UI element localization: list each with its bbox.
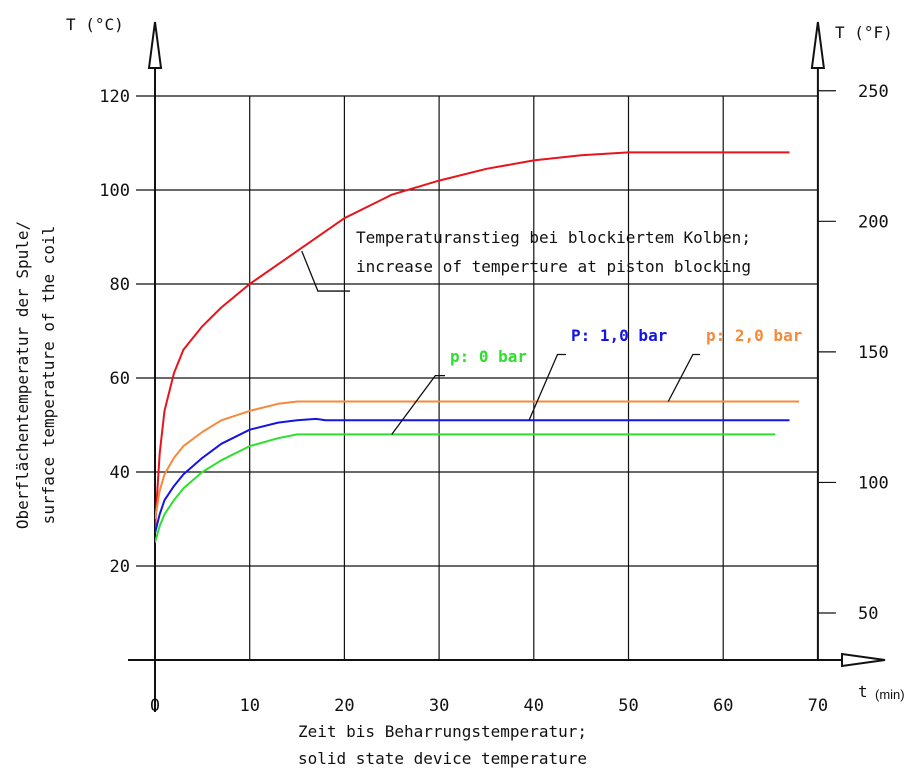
grid xyxy=(155,95,819,660)
right-axis-arrow xyxy=(810,21,826,69)
left-tick-label: 80 xyxy=(110,275,130,295)
axes xyxy=(128,21,886,712)
x-tick-label: 0 xyxy=(150,696,160,716)
series-line-2 xyxy=(155,417,790,534)
annotation-blue: P: 1,0 bar xyxy=(571,326,667,345)
series-line-3 xyxy=(155,433,776,543)
y-axis-label-line2: surface temperature of the coil xyxy=(39,226,58,525)
x-tick-label: 30 xyxy=(429,696,449,716)
leader-blue xyxy=(528,353,566,421)
annotation-orange: p: 2,0 bar xyxy=(706,326,802,345)
x-tick-label: 10 xyxy=(239,696,259,716)
x-tick-label: 50 xyxy=(618,696,638,716)
x-axis-symbol: t xyxy=(858,682,868,701)
right-tick-label: 50 xyxy=(858,604,878,624)
annotation-red-line1: Temperaturanstieg bei blockiertem Kolben… xyxy=(356,228,751,247)
annotation-red-line2: increase of temperture at piston blockin… xyxy=(356,257,751,276)
left-tick-label: 120 xyxy=(99,87,130,107)
right-tick-label: 250 xyxy=(858,82,889,102)
left-tick-label: 40 xyxy=(110,463,130,483)
x-tick-label: 70 xyxy=(808,696,828,716)
left-axis-arrow xyxy=(147,21,163,69)
annotation-green: p: 0 bar xyxy=(450,347,527,366)
left-axis-title: T (°C) xyxy=(66,15,124,34)
x-tick-label: 60 xyxy=(713,696,733,716)
left-tick-label: 100 xyxy=(99,181,130,201)
right-tick-label: 100 xyxy=(858,473,889,493)
leader-green xyxy=(391,374,445,435)
annotation-leaders xyxy=(301,250,700,435)
tick-labels: 20 40 60 80 100 120 50 100 150 200 250 0 10 20 30 40 50 6… xyxy=(99,82,888,716)
series-line-0 xyxy=(155,151,790,529)
y-axis-label-line1: Oberflächentemperatur der Spule/ xyxy=(13,221,32,529)
leader-orange xyxy=(667,353,700,402)
series-line-1 xyxy=(155,400,799,520)
x-tick-label: 20 xyxy=(334,696,354,716)
x-axis-arrow xyxy=(841,652,886,668)
x-axis-label-line1: Zeit bis Beharrungstemperatur; xyxy=(298,722,587,741)
leader-red xyxy=(301,250,350,292)
x-tick-label: 40 xyxy=(524,696,544,716)
right-tick-label: 200 xyxy=(858,212,889,232)
right-axis-title: T (°F) xyxy=(835,23,893,42)
x-axis-label-line2: solid state device temperature xyxy=(298,749,587,768)
left-tick-label: 60 xyxy=(110,369,130,389)
left-tick-label: 20 xyxy=(110,557,130,577)
right-tick-label: 150 xyxy=(858,343,889,363)
series-lines xyxy=(155,151,799,543)
x-axis-unit: (min) xyxy=(875,687,905,702)
